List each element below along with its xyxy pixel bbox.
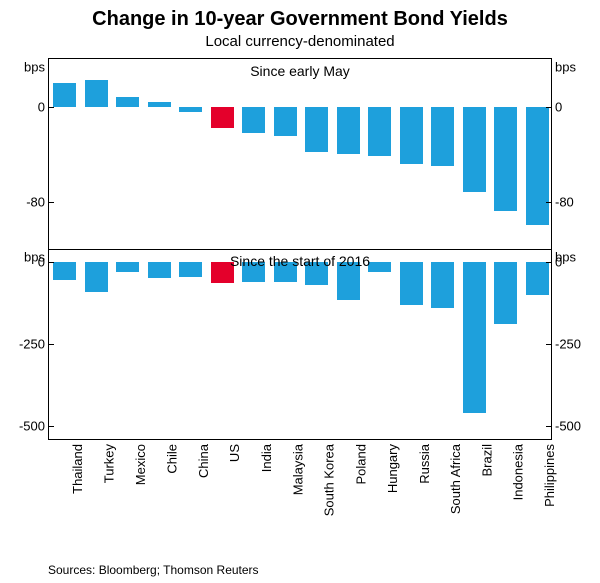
category-label: US (227, 444, 242, 462)
tick-mark (49, 426, 54, 427)
tick-mark (49, 344, 54, 345)
bar (85, 80, 108, 106)
chart-subtitle: Local currency-denominated (0, 33, 600, 50)
ytick: -250 (5, 337, 49, 352)
tick-mark (49, 202, 54, 203)
category-label: Hungary (385, 444, 400, 493)
category-label: Poland (353, 444, 368, 484)
x-axis-labels: Thailand Turkey Mexico Chile China US India Mal… (48, 440, 552, 550)
category-label: Malaysia (290, 444, 305, 495)
panel-since-2016: Since the start of 2016bpsbps00-250-250-… (49, 249, 551, 439)
ytick: 0 (5, 99, 49, 114)
category-label: Turkey (101, 444, 116, 483)
tick-mark (546, 344, 551, 345)
tick-mark (546, 202, 551, 203)
sources-text: Sources: Bloomberg; Thomson Reuters (48, 563, 259, 577)
tick-mark (546, 262, 551, 263)
category-label: China (196, 444, 211, 478)
bar (242, 107, 265, 133)
category-label: Mexico (133, 444, 148, 485)
ytick: -500 (5, 418, 49, 433)
bar (463, 107, 486, 193)
bar (526, 107, 549, 226)
bar (494, 107, 517, 212)
bar (431, 107, 454, 166)
category-label: South Africa (448, 444, 463, 514)
category-label: Thailand (70, 444, 85, 494)
ytick: 0 (551, 255, 595, 270)
bars-bottom (49, 249, 551, 439)
ytick: -80 (551, 194, 595, 209)
bars-top (49, 59, 551, 249)
bond-yield-chart: Change in 10-year Government Bond Yields… (0, 0, 600, 583)
tick-mark (546, 107, 551, 108)
ytick: -250 (551, 337, 595, 352)
bar (53, 83, 76, 107)
plot-area: Since early Maybpsbps00-80-80 Since the … (48, 58, 552, 440)
category-label: Chile (164, 444, 179, 474)
bar (463, 262, 486, 413)
unit-label-right: bps (551, 60, 595, 75)
bar (274, 107, 297, 137)
bar (116, 97, 139, 107)
unit-label-left: bps (5, 60, 49, 75)
category-label: Russia (416, 444, 431, 484)
bar (400, 107, 423, 164)
category-label: Philippines (542, 444, 557, 507)
ytick: -80 (5, 194, 49, 209)
tick-mark (546, 426, 551, 427)
tick-mark (49, 262, 54, 263)
bar (494, 262, 517, 324)
ytick: 0 (5, 255, 49, 270)
bar (337, 107, 360, 155)
panel-since-may: Since early Maybpsbps00-80-80 (49, 59, 551, 250)
bar (368, 107, 391, 157)
bar (211, 107, 234, 128)
category-label: Brazil (479, 444, 494, 477)
bar (148, 102, 171, 107)
chart-title: Change in 10-year Government Bond Yields (0, 0, 600, 31)
category-label: India (259, 444, 274, 472)
ytick: -500 (551, 418, 595, 433)
bar (305, 107, 328, 152)
category-label: South Korea (322, 444, 337, 516)
ytick: 0 (551, 99, 595, 114)
panel-label: Since early May (49, 63, 551, 79)
panel-label: Since the start of 2016 (49, 253, 551, 269)
category-label: Indonesia (511, 444, 526, 500)
bar (179, 107, 202, 113)
tick-mark (49, 107, 54, 108)
